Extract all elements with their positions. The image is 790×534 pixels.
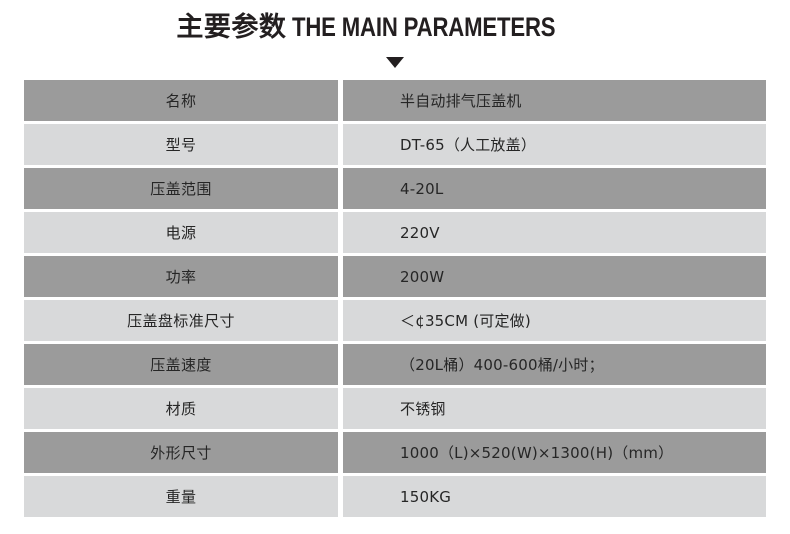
table-row: 名称 半自动排气压盖机 (24, 80, 766, 121)
page-header: 主要参数 THE MAIN PARAMETERS (0, 0, 790, 80)
spec-label-cell: 压盖盘标准尺寸 (24, 300, 338, 341)
specifications-table: 名称 半自动排气压盖机 型号 DT-65（人工放盖） 压盖范围 4-20L 电源 220V 功率… (24, 80, 766, 517)
column-divider (338, 168, 343, 209)
page-title: 主要参数 THE MAIN PARAMETERS (0, 12, 790, 43)
column-divider (338, 212, 343, 253)
spec-value-cell: ＜¢35CM (可定做) (343, 300, 766, 341)
table-row: 压盖速度 （20L桶）400-600桶/小时； (24, 344, 766, 385)
column-divider (338, 344, 343, 385)
table-row: 材质 不锈钢 (24, 388, 766, 429)
spec-label-cell: 重量 (24, 476, 338, 517)
table-row: 重量 150KG (24, 476, 766, 517)
spec-label-cell: 压盖范围 (24, 168, 338, 209)
spec-value-cell: 220V (343, 212, 766, 253)
spec-label-cell: 压盖速度 (24, 344, 338, 385)
table-row: 功率 200W (24, 256, 766, 297)
table-row: 型号 DT-65（人工放盖） (24, 124, 766, 165)
table-row: 压盖范围 4-20L (24, 168, 766, 209)
spec-value-cell: 1000（L)×520(W)×1300(H)（mm） (343, 432, 766, 473)
page-title-english: THE MAIN PARAMETERS (292, 12, 556, 42)
column-divider (338, 80, 343, 121)
spec-label-cell: 材质 (24, 388, 338, 429)
table-row: 电源 220V (24, 212, 766, 253)
spec-value-cell: 不锈钢 (343, 388, 766, 429)
spec-label-cell: 功率 (24, 256, 338, 297)
triangle-down-icon (0, 55, 790, 73)
spec-value-cell: 4-20L (343, 168, 766, 209)
spec-value-cell: DT-65（人工放盖） (343, 124, 766, 165)
column-divider (338, 124, 343, 165)
spec-value-cell: 200W (343, 256, 766, 297)
table-row: 压盖盘标准尺寸 ＜¢35CM (可定做) (24, 300, 766, 341)
page-title-chinese: 主要参数 (176, 12, 287, 43)
column-divider (338, 388, 343, 429)
spec-label-cell: 型号 (24, 124, 338, 165)
spec-label-cell: 电源 (24, 212, 338, 253)
column-divider (338, 256, 343, 297)
spec-label-cell: 外形尺寸 (24, 432, 338, 473)
spec-value-cell: （20L桶）400-600桶/小时； (343, 344, 766, 385)
spec-value-cell: 150KG (343, 476, 766, 517)
column-divider (338, 476, 343, 517)
table-row: 外形尺寸 1000（L)×520(W)×1300(H)（mm） (24, 432, 766, 473)
spec-label-cell: 名称 (24, 80, 338, 121)
column-divider (338, 300, 343, 341)
column-divider (338, 432, 343, 473)
spec-value-cell: 半自动排气压盖机 (343, 80, 766, 121)
